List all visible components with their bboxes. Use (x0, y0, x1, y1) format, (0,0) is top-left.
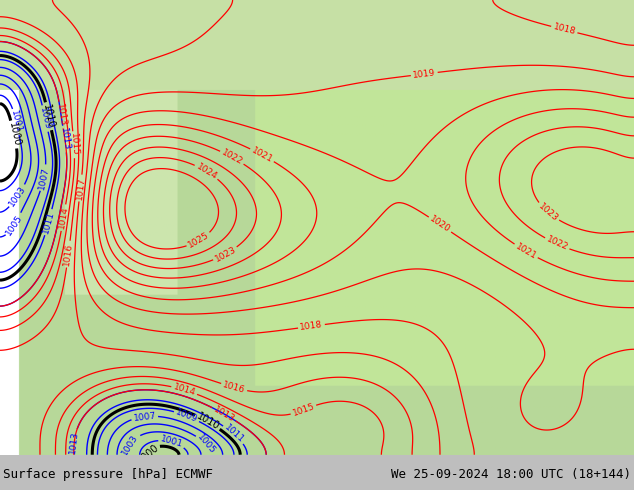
Text: 1000: 1000 (136, 442, 161, 466)
Text: 1015: 1015 (291, 402, 316, 418)
Text: 1020: 1020 (428, 215, 452, 235)
Text: 1024: 1024 (195, 162, 219, 181)
Text: 1023: 1023 (213, 245, 238, 264)
Text: 1025: 1025 (186, 231, 211, 250)
Text: 1007: 1007 (37, 166, 51, 190)
Text: 1014: 1014 (57, 206, 70, 230)
Text: 1007: 1007 (133, 411, 157, 422)
Text: 1001: 1001 (159, 435, 184, 449)
Text: 1021: 1021 (514, 242, 538, 261)
Text: 1005: 1005 (196, 433, 217, 456)
Text: 1018: 1018 (552, 23, 576, 37)
Text: 1003: 1003 (8, 184, 28, 208)
Text: 1022: 1022 (545, 235, 569, 253)
Text: 1013: 1013 (68, 430, 80, 454)
Text: 1003: 1003 (120, 432, 140, 457)
Text: 1019: 1019 (412, 68, 436, 80)
Text: 1021: 1021 (250, 146, 275, 164)
Text: 1011: 1011 (41, 210, 56, 235)
Text: 1013: 1013 (55, 103, 67, 127)
Text: 1018: 1018 (299, 320, 323, 332)
Text: 1009: 1009 (38, 106, 52, 131)
Text: 1011: 1011 (223, 423, 245, 445)
Text: 1009: 1009 (174, 408, 199, 424)
Text: 1014: 1014 (172, 383, 197, 397)
Text: 1023: 1023 (536, 201, 560, 223)
Text: 1017: 1017 (75, 176, 86, 200)
Text: 1015: 1015 (68, 133, 79, 156)
Text: 1001: 1001 (9, 110, 23, 134)
Text: 1000: 1000 (6, 122, 22, 147)
Text: 1016: 1016 (222, 380, 247, 395)
Text: 1013: 1013 (212, 404, 236, 423)
Text: 1005: 1005 (4, 213, 24, 237)
Text: 1022: 1022 (220, 148, 244, 167)
Text: 1010: 1010 (195, 411, 221, 432)
Text: 1016: 1016 (62, 242, 74, 266)
Text: We 25-09-2024 18:00 UTC (18+144): We 25-09-2024 18:00 UTC (18+144) (391, 467, 631, 481)
Text: 1013: 1013 (59, 127, 71, 151)
Text: Surface pressure [hPa] ECMWF: Surface pressure [hPa] ECMWF (3, 467, 213, 481)
Text: 1010: 1010 (41, 103, 56, 129)
